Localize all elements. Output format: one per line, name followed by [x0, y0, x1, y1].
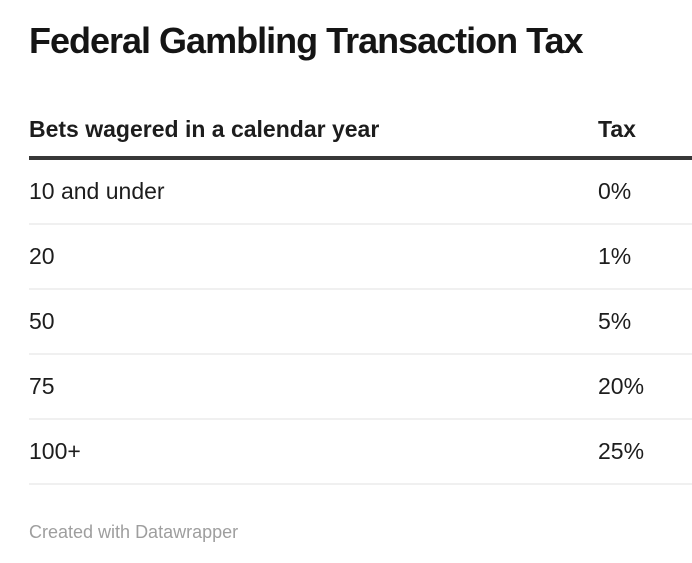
- cell-tax: 5%: [598, 308, 632, 334]
- cell-bets: 50: [29, 308, 55, 334]
- page-title: Federal Gambling Transaction Tax: [29, 20, 584, 61]
- footer-credit-prefix: Created with: [29, 522, 136, 542]
- table-row: 10 and under 0%: [29, 160, 692, 225]
- cell-bets: 10 and under: [29, 178, 165, 204]
- cell-tax: 1%: [598, 243, 632, 269]
- table-row: 50 5%: [29, 290, 692, 355]
- cell-tax: 0%: [598, 178, 632, 204]
- table-row: 20 1%: [29, 225, 692, 290]
- column-header-bets: Bets wagered in a calendar year: [29, 116, 380, 142]
- cell-bets: 100+: [29, 438, 81, 464]
- table-row: 100+ 25%: [29, 420, 692, 485]
- table-header-row: Bets wagered in a calendar year Tax: [29, 61, 692, 160]
- table-row: 75 20%: [29, 355, 692, 420]
- cell-tax: 20%: [598, 373, 645, 399]
- column-header-tax: Tax: [598, 116, 636, 142]
- cell-tax: 25%: [598, 438, 645, 464]
- footer-credit: Created with Datawrapper: [29, 522, 692, 543]
- datawrapper-link[interactable]: Datawrapper: [135, 522, 239, 542]
- cell-bets: 20: [29, 243, 55, 269]
- cell-bets: 75: [29, 373, 55, 399]
